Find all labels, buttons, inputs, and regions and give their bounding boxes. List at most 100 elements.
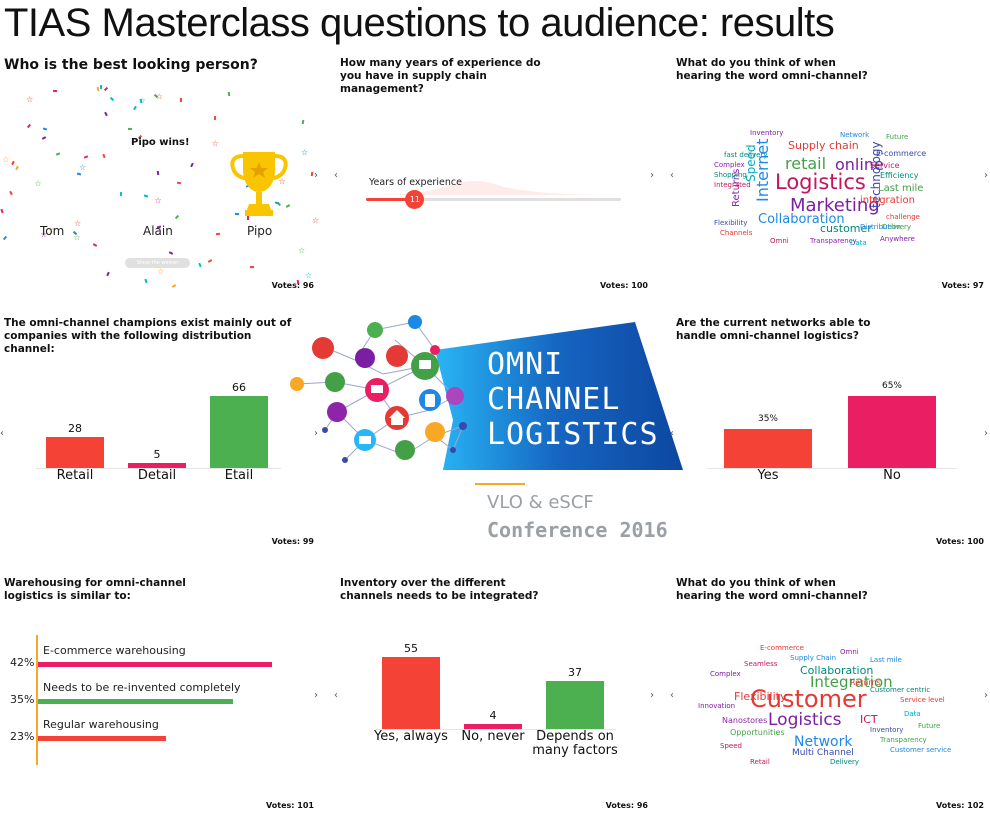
confetti-star-icon: ☆ — [154, 195, 162, 205]
chevron-left-icon[interactable]: ‹ — [670, 170, 674, 181]
word-cloud-word: Inventory — [870, 726, 904, 734]
confetti-piece — [76, 172, 82, 176]
logo-sub-vlo: VLO & eSCF — [487, 492, 594, 513]
word-cloud-word: Future — [918, 722, 941, 730]
confetti-star-icon: ☆ — [48, 225, 56, 235]
question-omni-word-2: What do you think of when hearing the wo… — [676, 577, 868, 602]
panel-distribution: The omni-channel champions exist mainly … — [0, 312, 320, 550]
word-cloud-word: Returns — [850, 678, 881, 687]
chevron-left-icon[interactable]: ‹ — [670, 690, 674, 701]
winner-text: Pipo wins! — [131, 137, 190, 148]
word-cloud-word: customer — [820, 222, 872, 235]
confetti-star-icon: ☆ — [74, 218, 82, 228]
logo-line-omni: OMNI — [487, 347, 564, 382]
confetti-piece — [27, 123, 32, 129]
word-cloud-word: fast delivery — [724, 151, 768, 159]
hbar-axis — [36, 635, 38, 765]
question-distribution: The omni-channel champions exist mainly … — [4, 317, 292, 355]
confetti-piece — [301, 119, 305, 124]
chevron-left-icon[interactable]: ‹ — [670, 428, 674, 439]
word-cloud-word: Efficiency — [880, 171, 919, 180]
confetti-star-icon: ☆ — [300, 147, 309, 157]
word-cloud-word: Service level — [900, 696, 945, 704]
confetti-piece — [168, 251, 174, 256]
confetti-piece — [0, 208, 4, 214]
confetti-piece — [171, 284, 176, 288]
word-cloud-word: Shopping — [714, 171, 747, 179]
confetti-piece — [214, 115, 217, 120]
chevron-right-icon[interactable]: › — [314, 690, 318, 701]
bar-category-label: Retail — [56, 468, 94, 483]
chart-baseline — [707, 468, 957, 469]
word-cloud-word: Service — [870, 161, 900, 170]
word-cloud-word: ICT — [860, 713, 878, 726]
slider-distribution-curve — [364, 181, 624, 195]
confetti-star-icon: ☆ — [312, 216, 320, 226]
word-cloud-word: retail — [785, 154, 827, 173]
panel-inventory: Inventory over the different channels ne… — [336, 572, 654, 814]
confetti-piece — [41, 136, 46, 141]
word-cloud-word: Flexibility — [734, 690, 787, 703]
chevron-right-icon[interactable]: › — [984, 690, 988, 701]
chevron-right-icon[interactable]: › — [984, 170, 988, 181]
confetti-piece — [110, 97, 115, 102]
word-cloud-word: Inventory — [750, 129, 784, 137]
word-cloud-word: Multi Channel — [792, 748, 854, 758]
word-cloud-word: Delivery — [830, 758, 860, 766]
chevron-left-icon[interactable]: ‹ — [0, 428, 4, 439]
votes-count: Votes: 99 — [271, 537, 314, 546]
votes-count: Votes: 100 — [600, 281, 648, 290]
word-cloud: Logistics Marketing retail online Collaborat… — [710, 112, 950, 262]
candidate-name: Pipo — [247, 224, 273, 238]
confetti-star-icon: ☆ — [157, 266, 165, 276]
word-cloud-word: E-commerce — [760, 644, 804, 652]
chevron-left-icon[interactable]: ‹ — [334, 170, 338, 181]
word-cloud-word: Channels — [720, 229, 753, 237]
chevron-right-icon[interactable]: › — [314, 170, 318, 181]
word-cloud-word: Integration — [810, 673, 893, 691]
word-cloud-word: Delivery — [882, 223, 912, 231]
confetti-piece — [2, 235, 7, 241]
confetti-piece — [55, 151, 61, 156]
word-cloud-word: Supply chain — [788, 139, 859, 152]
show-winner-button[interactable]: Show the winner — [125, 258, 190, 268]
bar-chart-inventory: 55 Yes, always 4 No, never 37 Depends on many… — [336, 572, 654, 814]
trophy-icon — [230, 152, 288, 216]
confetti-piece — [156, 170, 160, 176]
word-cloud-word: challenge — [886, 213, 920, 221]
word-cloud-word: Network — [794, 734, 853, 750]
panel-warehousing: Warehousing for omni-channel logistics i… — [0, 572, 320, 814]
confetti-piece — [11, 160, 15, 165]
confetti-star-icon: ☆ — [278, 177, 286, 187]
panel-networks: Are the current networks able to handle … — [672, 312, 990, 550]
confetti-star-icon: ☆ — [78, 163, 87, 173]
confetti-piece — [100, 85, 103, 90]
confetti-piece — [144, 279, 148, 284]
slider-track[interactable] — [366, 198, 621, 201]
hbar-value-label: 35% — [10, 693, 35, 706]
word-cloud-word: Integrated — [714, 181, 751, 189]
confetti-star-icon: ☆ — [26, 95, 34, 105]
word-cloud-word: Network — [840, 131, 870, 139]
hbar-value-label: 42% — [10, 656, 35, 669]
chart-bar — [848, 396, 936, 468]
hbar-bar — [38, 699, 233, 704]
chevron-right-icon[interactable]: › — [984, 428, 988, 439]
slider-handle[interactable]: 11 — [405, 190, 425, 209]
chevron-left-icon[interactable]: ‹ — [334, 690, 338, 701]
confetti-piece — [179, 98, 183, 103]
chevron-right-icon[interactable]: › — [650, 170, 654, 181]
confetti-piece — [249, 265, 254, 268]
hbar-category-label: Needs to be re-invented completely — [43, 681, 241, 694]
logo-sub-conference: Conference 2016 — [487, 518, 668, 542]
bar-value-label: 55 — [404, 642, 418, 655]
question-experience: How many years of experience do you have… — [340, 57, 541, 95]
confetti-star-icon: ☆ — [155, 91, 163, 101]
slider-fill — [366, 198, 415, 201]
confetti-piece — [198, 262, 202, 268]
chevron-right-icon[interactable]: › — [314, 428, 318, 439]
word-cloud-word: Flexibility — [714, 219, 748, 227]
chevron-right-icon[interactable]: › — [650, 690, 654, 701]
hbar-category-label: Regular warehousing — [43, 718, 159, 731]
confetti-piece — [84, 154, 89, 159]
